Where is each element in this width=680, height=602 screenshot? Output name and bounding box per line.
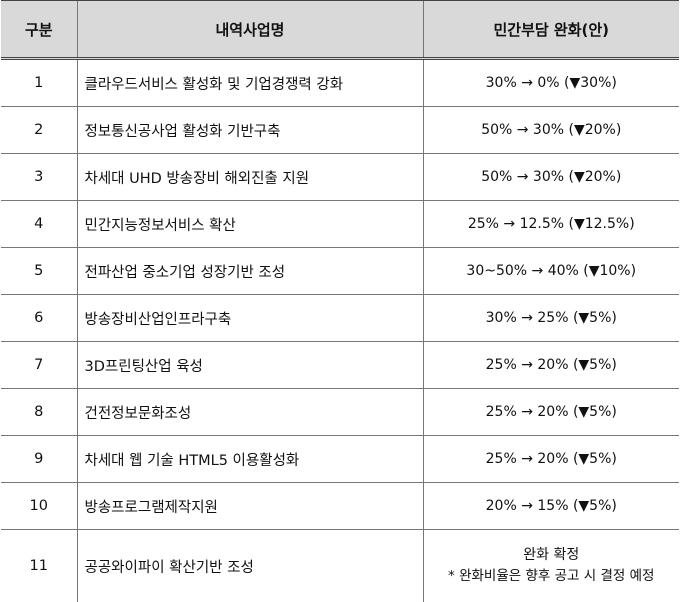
relief-value: 20% → 15% (▼5%) — [423, 483, 679, 530]
table-row: 1 클라우드서비스 활성화 및 기업경쟁력 강화 30% → 0% (▼30%) — [1, 59, 679, 107]
table-row: 5 전파산업 중소기업 성장기반 조성 30~50% → 40% (▼10%) — [1, 248, 679, 295]
table-row: 8 건전정보문화조성 25% → 20% (▼5%) — [1, 389, 679, 436]
relief-value: 50% → 30% (▼20%) — [423, 154, 679, 201]
project-name: 정보통신공사업 활성화 기반구축 — [77, 107, 423, 154]
table-row: 2 정보통신공사업 활성화 기반구축 50% → 30% (▼20%) — [1, 107, 679, 154]
header-project-name: 내역사업명 — [77, 1, 423, 59]
project-name: 3D프린팅산업 육성 — [77, 342, 423, 389]
table-row: 7 3D프린팅산업 육성 25% → 20% (▼5%) — [1, 342, 679, 389]
row-number: 8 — [1, 389, 77, 436]
table-row: 6 방송장비산업인프라구축 30% → 25% (▼5%) — [1, 295, 679, 342]
project-name: 건전정보문화조성 — [77, 389, 423, 436]
relief-status: 완화 확정 — [425, 545, 679, 566]
project-name: 차세대 UHD 방송장비 해외진출 지원 — [77, 154, 423, 201]
relief-value: 30~50% → 40% (▼10%) — [423, 248, 679, 295]
row-number: 7 — [1, 342, 77, 389]
project-name: 민간지능정보서비스 확산 — [77, 201, 423, 248]
row-number: 3 — [1, 154, 77, 201]
row-number: 11 — [1, 530, 77, 602]
table-row: 3 차세대 UHD 방송장비 해외진출 지원 50% → 30% (▼20%) — [1, 154, 679, 201]
relief-value: 25% → 12.5% (▼12.5%) — [423, 201, 679, 248]
row-number: 5 — [1, 248, 77, 295]
table-row: 4 민간지능정보서비스 확산 25% → 12.5% (▼12.5%) — [1, 201, 679, 248]
project-name: 방송장비산업인프라구축 — [77, 295, 423, 342]
project-name: 전파산업 중소기업 성장기반 조성 — [77, 248, 423, 295]
row-number: 10 — [1, 483, 77, 530]
relief-value: 50% → 30% (▼20%) — [423, 107, 679, 154]
row-number: 6 — [1, 295, 77, 342]
table-row: 9 차세대 웹 기술 HTML5 이용활성화 25% → 20% (▼5%) — [1, 436, 679, 483]
project-name: 공공와이파이 확산기반 조성 — [77, 530, 423, 602]
project-name: 차세대 웹 기술 HTML5 이용활성화 — [77, 436, 423, 483]
header-relief-plan: 민간부담 완화(안) — [423, 1, 679, 59]
project-name: 클라우드서비스 활성화 및 기업경쟁력 강화 — [77, 59, 423, 107]
header-row: 구분 내역사업명 민간부담 완화(안) — [1, 1, 679, 59]
row-number: 4 — [1, 201, 77, 248]
relief-footnote: * 완화비율은 향후 공고 시 결정 예정 — [425, 566, 679, 587]
relief-value: 25% → 20% (▼5%) — [423, 389, 679, 436]
header-category: 구분 — [1, 1, 77, 59]
relief-value: 25% → 20% (▼5%) — [423, 342, 679, 389]
row-number: 2 — [1, 107, 77, 154]
relief-value: 30% → 25% (▼5%) — [423, 295, 679, 342]
table-row: 11 공공와이파이 확산기반 조성 완화 확정 * 완화비율은 향후 공고 시 … — [1, 530, 679, 602]
table-row: 10 방송프로그램제작지원 20% → 15% (▼5%) — [1, 483, 679, 530]
project-name: 방송프로그램제작지원 — [77, 483, 423, 530]
relief-value: 완화 확정 * 완화비율은 향후 공고 시 결정 예정 — [423, 530, 679, 602]
row-number: 1 — [1, 59, 77, 107]
relief-value: 25% → 20% (▼5%) — [423, 436, 679, 483]
row-number: 9 — [1, 436, 77, 483]
relief-value: 30% → 0% (▼30%) — [423, 59, 679, 107]
